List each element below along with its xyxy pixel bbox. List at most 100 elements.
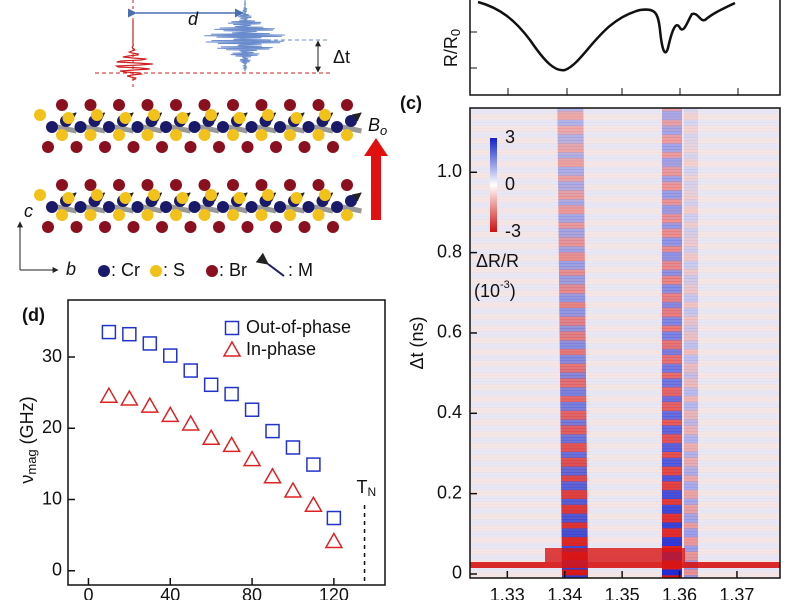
heatmap-cell [662,122,682,126]
heatmap-cell [684,110,698,115]
heatmap-cell [662,475,682,479]
heatmap-cell [662,343,682,347]
heatmap-cell [561,539,588,544]
s-atom [290,112,303,124]
br-atom [156,221,168,233]
heatmap-row [470,237,780,241]
heatmap-cell [560,413,587,417]
heatmap-cell [684,463,698,467]
heatmap-cell [684,469,698,473]
heatmap-cell [558,272,585,276]
heatmap-cell [684,437,698,441]
heatmap-cell [684,307,698,311]
heatmap-row [470,178,780,182]
heatmap-cell [684,310,698,314]
heatmap-row [470,463,780,467]
heatmap-cell [662,572,682,576]
heatmap-row [470,304,780,309]
heatmap-row [470,310,780,314]
heatmap-cell [560,416,587,420]
heatmap-cell [662,110,682,115]
heatmap-cell [662,416,682,420]
delta-t-label: Δt [333,47,350,67]
heatmap-cell [662,513,682,517]
heatmap-cell [662,246,682,250]
heatmap-cell [559,281,586,285]
heatmap-row [470,357,780,361]
heatmap-cell [684,202,698,206]
s-atom [205,109,217,121]
heatmap-row [470,434,780,438]
heatmap-cell [684,187,698,191]
y-tick-label: 0.8 [437,241,462,261]
field-arrow-head [364,138,388,156]
br-atom [298,141,311,153]
br-atom [156,141,168,153]
cr-atom [46,121,58,133]
heatmap-cell [557,131,584,135]
heatmap-cell [662,419,682,423]
heatmap-row [470,169,780,173]
legend-label: : M [288,260,313,280]
s-atom [148,189,160,201]
marker [203,377,219,393]
heatmap-row [470,207,780,212]
heatmap-cell [684,169,698,173]
y-tick-label: 20 [42,417,62,437]
heatmap-cell [684,240,698,244]
heatmap-cell [684,492,698,497]
heatmap-cell [558,257,585,262]
heatmap-cell [684,193,698,197]
marker [140,396,160,413]
heatmap-cell [662,152,682,156]
s-atom [113,129,125,141]
heatmap-cell [662,387,682,391]
heatmap-row [470,202,780,206]
scatter-frame [67,299,386,586]
heatmap-cell [684,119,698,123]
heatmap-cell [684,172,698,176]
spin-arrow [350,192,362,202]
heatmap-cell [684,369,698,373]
s-atom [170,129,182,141]
heatmap-row [470,272,780,276]
heatmap-cell [684,122,698,126]
heatmap-cell [684,287,698,291]
y-tick-label: 0 [52,560,62,580]
heatmap-cell [662,533,682,538]
heatmap-cell [684,222,698,226]
heatmap-cell [559,293,586,297]
heatmap-cell [558,269,585,273]
heatmap-cell [662,536,682,541]
heatmap-cell [558,260,585,264]
heatmap-row [470,269,780,273]
s-atom [91,109,103,121]
heatmap-cell [684,384,698,388]
ylabel-sub: mag [24,449,39,474]
heatmap-cell [684,381,698,385]
heatmap-row [470,528,780,532]
heatmap-cell [662,531,682,535]
br-atom [70,221,83,233]
s-atom [141,129,154,141]
heatmap-cell [662,143,682,147]
heatmap-cell [684,378,698,382]
heatmap-row [470,137,780,141]
x-tick-label: 1.33 [490,585,525,600]
br-atom [84,179,97,191]
heatmap-row [470,539,780,544]
heatmap-cell [662,486,682,491]
heatmap-cell [684,213,698,217]
heatmap-cell [558,204,585,209]
heatmap-cell [558,231,585,235]
heatmap-cell [557,140,584,144]
heatmap-cell [561,519,588,523]
heatmap-cell [662,181,682,185]
cr-atom [331,121,343,133]
heatmap-cell [561,484,588,488]
marker [120,389,139,406]
heatmap-row [470,419,780,423]
s-atom [341,209,353,221]
heatmap-cell [662,522,682,526]
heatmap-cell [560,454,587,458]
